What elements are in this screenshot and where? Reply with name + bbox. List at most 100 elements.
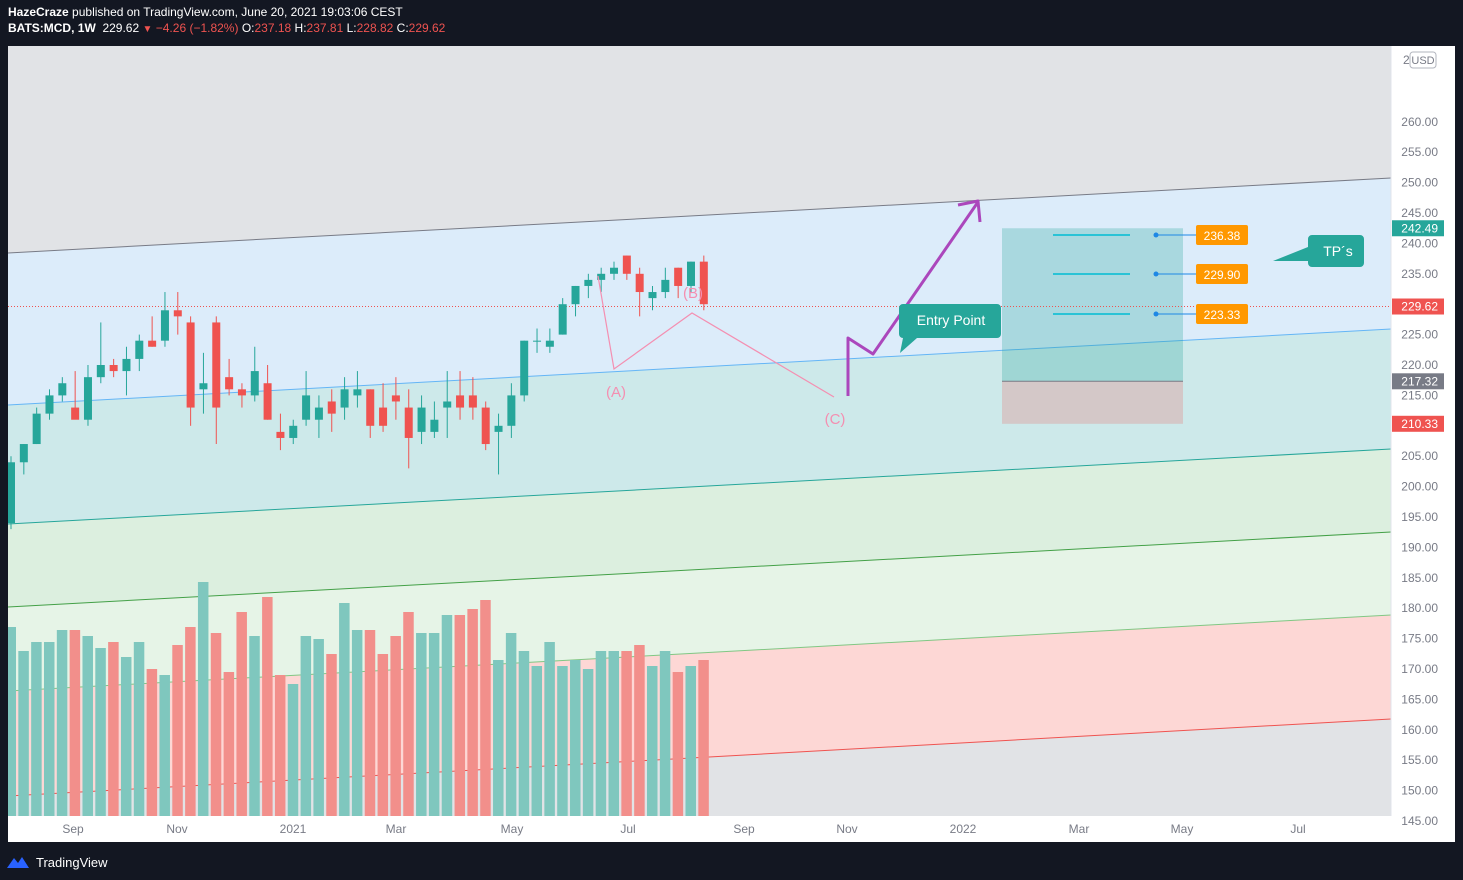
price-marker[interactable] — [1392, 298, 1444, 315]
candle-body[interactable] — [32, 413, 41, 445]
symbol-label[interactable]: BATS:MCD, 1W — [8, 21, 96, 35]
take-profit-anchor[interactable] — [1153, 271, 1159, 277]
candle-body[interactable] — [340, 389, 349, 408]
channel-line-center[interactable] — [8, 448, 1391, 525]
candle-body[interactable] — [122, 358, 131, 372]
volume-bar — [236, 612, 247, 816]
candle-body[interactable] — [507, 395, 516, 426]
candle-body[interactable] — [263, 383, 272, 420]
candle-body[interactable] — [430, 419, 439, 432]
candle-body[interactable] — [276, 431, 285, 438]
candle-body[interactable] — [19, 444, 28, 463]
take-profit-anchor[interactable] — [1153, 311, 1159, 317]
candle-body[interactable] — [635, 273, 644, 293]
tradingview-logo-icon[interactable] — [6, 854, 30, 870]
candle-body[interactable] — [417, 407, 426, 432]
candle-body[interactable] — [391, 395, 400, 402]
candle-body[interactable] — [622, 255, 631, 274]
candle-body[interactable] — [186, 322, 195, 408]
candle-body[interactable] — [96, 365, 105, 378]
candle-body[interactable] — [404, 407, 413, 438]
price-marker[interactable] — [1392, 415, 1444, 432]
candle-body[interactable] — [109, 365, 118, 372]
volume-bar — [403, 612, 414, 816]
wave-projection-line[interactable] — [597, 275, 835, 398]
candle-body[interactable] — [456, 395, 465, 408]
last-price: 229.62 — [102, 21, 140, 35]
candle-body[interactable] — [533, 340, 542, 342]
price-marker-label: 242.49 — [1401, 221, 1438, 235]
time-axis-pane[interactable] — [8, 816, 1455, 842]
candle-body[interactable] — [468, 395, 477, 408]
candle-body[interactable] — [481, 407, 490, 445]
price-marker[interactable] — [1392, 373, 1444, 390]
candle-body[interactable] — [302, 395, 311, 420]
candle-body[interactable] — [314, 407, 323, 420]
candle-body[interactable] — [443, 401, 452, 408]
candle-body[interactable] — [327, 401, 336, 414]
volume-bar — [56, 630, 68, 816]
candle-body[interactable] — [237, 389, 246, 396]
footer-brand[interactable]: TradingView — [36, 854, 108, 870]
candle-body[interactable] — [648, 292, 657, 299]
candle-body[interactable] — [494, 425, 503, 432]
volume-bar — [518, 651, 530, 816]
position-target-zone[interactable] — [1002, 228, 1183, 382]
price-tick-label: 220.00 — [1401, 358, 1438, 372]
candle-body[interactable] — [610, 267, 619, 274]
position-stop-zone[interactable] — [1002, 381, 1183, 424]
channel-line-top[interactable] — [8, 177, 1391, 254]
take-profit-value: 236.38 — [1204, 229, 1241, 243]
take-profit-box[interactable] — [1196, 304, 1248, 324]
volume-bar — [133, 642, 145, 816]
candle-body[interactable] — [366, 389, 375, 426]
candle-body[interactable] — [160, 310, 169, 341]
entry-point-callout[interactable] — [899, 304, 1001, 353]
price-tick-label: 235.00 — [1401, 267, 1438, 281]
volume-bar — [390, 636, 401, 816]
candle-body[interactable] — [571, 285, 580, 305]
time-tick-label: 2021 — [280, 822, 307, 836]
candle-body[interactable] — [353, 389, 362, 396]
candle-body[interactable] — [199, 383, 208, 390]
price-marker[interactable] — [1392, 220, 1444, 237]
candle-body[interactable] — [135, 340, 144, 359]
candle-body[interactable] — [148, 340, 157, 347]
candle-body[interactable] — [686, 261, 695, 286]
tp-callout[interactable] — [1273, 235, 1364, 267]
candle-body[interactable] — [83, 377, 92, 420]
candle-body[interactable] — [674, 267, 683, 286]
candle-body[interactable] — [45, 395, 54, 414]
volume-bar — [287, 684, 299, 816]
candle-body[interactable] — [520, 340, 529, 396]
candle-body[interactable] — [545, 340, 554, 347]
price-tick-label: 245.00 — [1401, 206, 1438, 220]
candle-body[interactable] — [661, 279, 670, 293]
candle-body[interactable] — [58, 383, 67, 396]
currency-badge[interactable] — [1409, 51, 1437, 69]
candle-body[interactable] — [558, 304, 567, 335]
candle-body[interactable] — [699, 261, 708, 305]
candle-body[interactable] — [173, 310, 182, 317]
take-profit-box[interactable] — [1196, 225, 1248, 245]
volume-bar — [223, 672, 235, 816]
candle-body[interactable] — [225, 377, 234, 390]
low-value: 228.82 — [356, 21, 394, 35]
candle-body[interactable] — [379, 407, 388, 426]
candle-body[interactable] — [212, 322, 221, 408]
candle-body[interactable] — [250, 371, 259, 396]
projection-arrow[interactable] — [846, 201, 980, 396]
candle-body[interactable] — [584, 279, 593, 286]
candle-body[interactable] — [289, 425, 298, 438]
channel-line-mid-lower[interactable] — [8, 531, 1391, 608]
publisher-name[interactable]: HazeCraze — [8, 5, 69, 19]
candle-body[interactable] — [71, 407, 80, 420]
volume-bar — [595, 651, 607, 816]
candle-body[interactable] — [597, 273, 606, 280]
tp-callout-label: TP´s — [1323, 243, 1353, 259]
take-profit-box[interactable] — [1196, 264, 1248, 284]
candle-body[interactable] — [7, 462, 15, 524]
take-profit-anchor[interactable] — [1153, 232, 1159, 238]
volume-bar — [467, 609, 478, 816]
